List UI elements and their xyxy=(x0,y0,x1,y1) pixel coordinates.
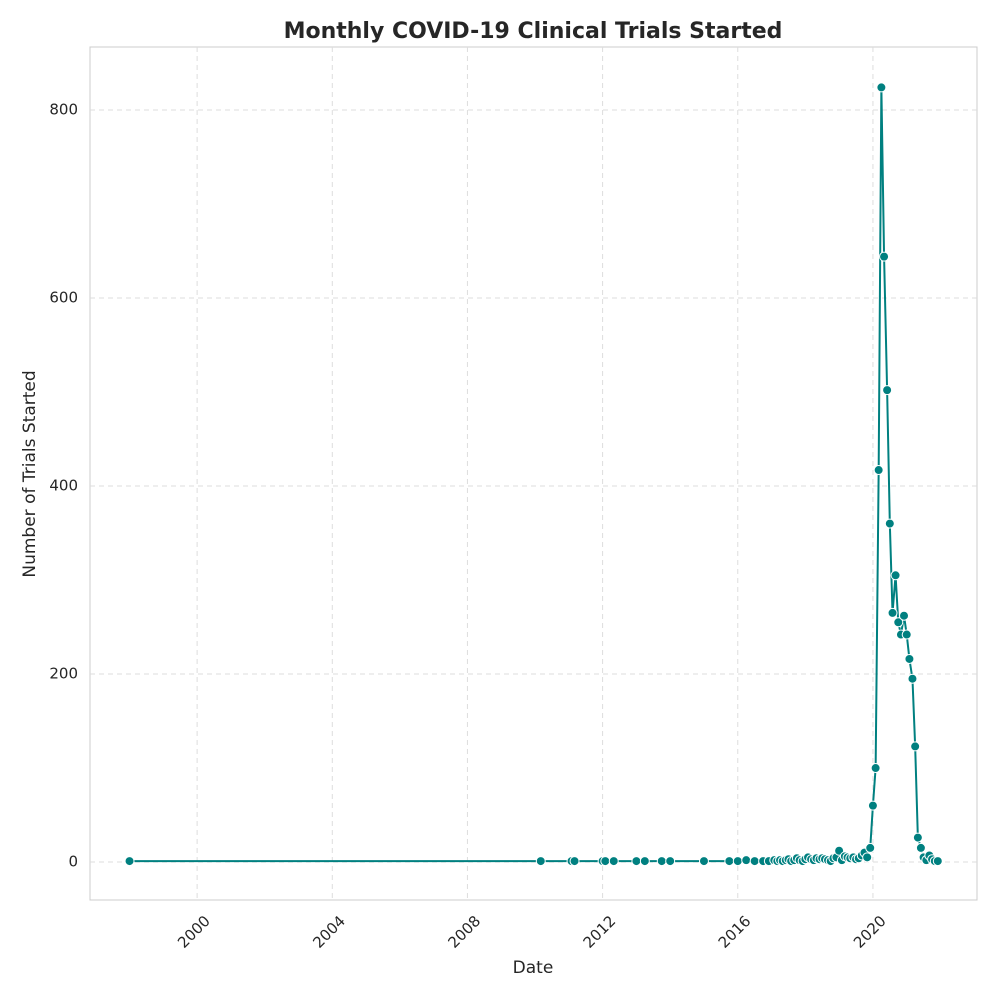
point xyxy=(904,653,915,664)
point xyxy=(912,832,923,843)
y-tick-label: 400 xyxy=(49,477,78,495)
point xyxy=(569,856,580,867)
point xyxy=(890,570,901,581)
point xyxy=(732,856,743,867)
point xyxy=(876,82,887,93)
point xyxy=(870,763,881,774)
x-tick-label: 2016 xyxy=(715,912,755,952)
y-tick-label: 600 xyxy=(49,288,78,306)
point xyxy=(887,607,898,618)
x-tick-label: 2012 xyxy=(580,912,620,952)
point xyxy=(639,856,650,867)
point xyxy=(899,610,910,621)
y-tick-label: 200 xyxy=(49,665,78,683)
x-tick-label: 2020 xyxy=(850,912,890,952)
plot-frame xyxy=(89,46,978,901)
point xyxy=(910,741,921,752)
point xyxy=(884,518,895,529)
y-axis-label: Number of Trials Started xyxy=(20,370,40,577)
point xyxy=(862,852,873,863)
point xyxy=(882,385,893,396)
chart-title: Monthly COVID-19 Clinical Trials Started xyxy=(284,19,783,44)
point xyxy=(631,856,642,867)
x-tick-label: 2000 xyxy=(174,912,214,952)
point xyxy=(600,856,611,867)
point xyxy=(741,855,752,866)
point xyxy=(915,842,926,853)
point xyxy=(901,629,912,640)
point xyxy=(124,856,135,867)
point xyxy=(907,673,918,684)
point xyxy=(665,856,676,867)
point xyxy=(867,800,878,811)
point xyxy=(865,842,876,853)
x-tick-label: 2008 xyxy=(444,912,484,952)
point xyxy=(608,856,619,867)
point xyxy=(724,856,735,867)
x-tick-label: 2004 xyxy=(309,912,349,952)
point xyxy=(749,856,760,867)
line xyxy=(129,87,938,863)
point xyxy=(656,856,667,867)
point xyxy=(932,856,943,867)
y-tick-label: 800 xyxy=(49,100,78,118)
x-axis-label: Date xyxy=(513,958,554,978)
y-tick-label: 0 xyxy=(68,853,78,871)
point xyxy=(879,251,890,262)
point xyxy=(535,856,546,867)
point xyxy=(893,617,904,628)
point xyxy=(698,856,709,867)
point xyxy=(873,465,884,476)
